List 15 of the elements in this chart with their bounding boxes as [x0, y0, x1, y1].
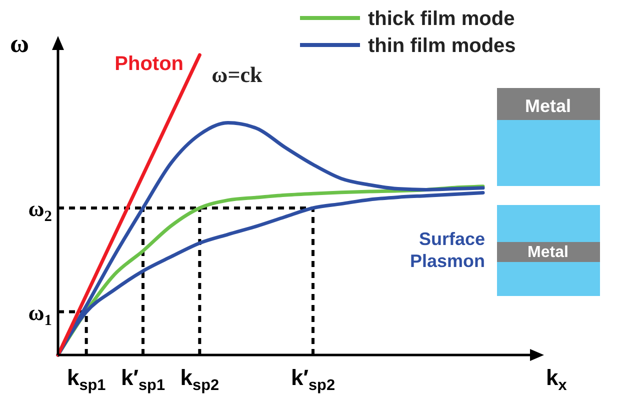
- x-tick-label: k$_{sp2}$: [180, 365, 220, 394]
- y-axis-title: ω: [10, 29, 30, 58]
- ref-line-label: ω$_{1}$: [28, 300, 52, 328]
- ref-line-label: ω$_{2}$: [28, 196, 52, 224]
- annotation: ω=ck: [212, 62, 264, 87]
- annotation: Photon: [114, 53, 184, 75]
- x-axis-title: k$_{x}$: [546, 365, 568, 394]
- annotation: Surface Plasmon: [410, 229, 485, 271]
- text: Metal: [528, 244, 568, 261]
- legend-label: thin film modes: [368, 35, 516, 57]
- text: Metal: [524, 96, 572, 116]
- legend-label: thick film mode: [368, 8, 515, 30]
- x-tick-label: k′$_{sp1}$: [120, 365, 166, 394]
- x-tick-label: k$_{sp1}$: [66, 365, 106, 394]
- x-tick-label: k′$_{sp2}$: [290, 365, 336, 394]
